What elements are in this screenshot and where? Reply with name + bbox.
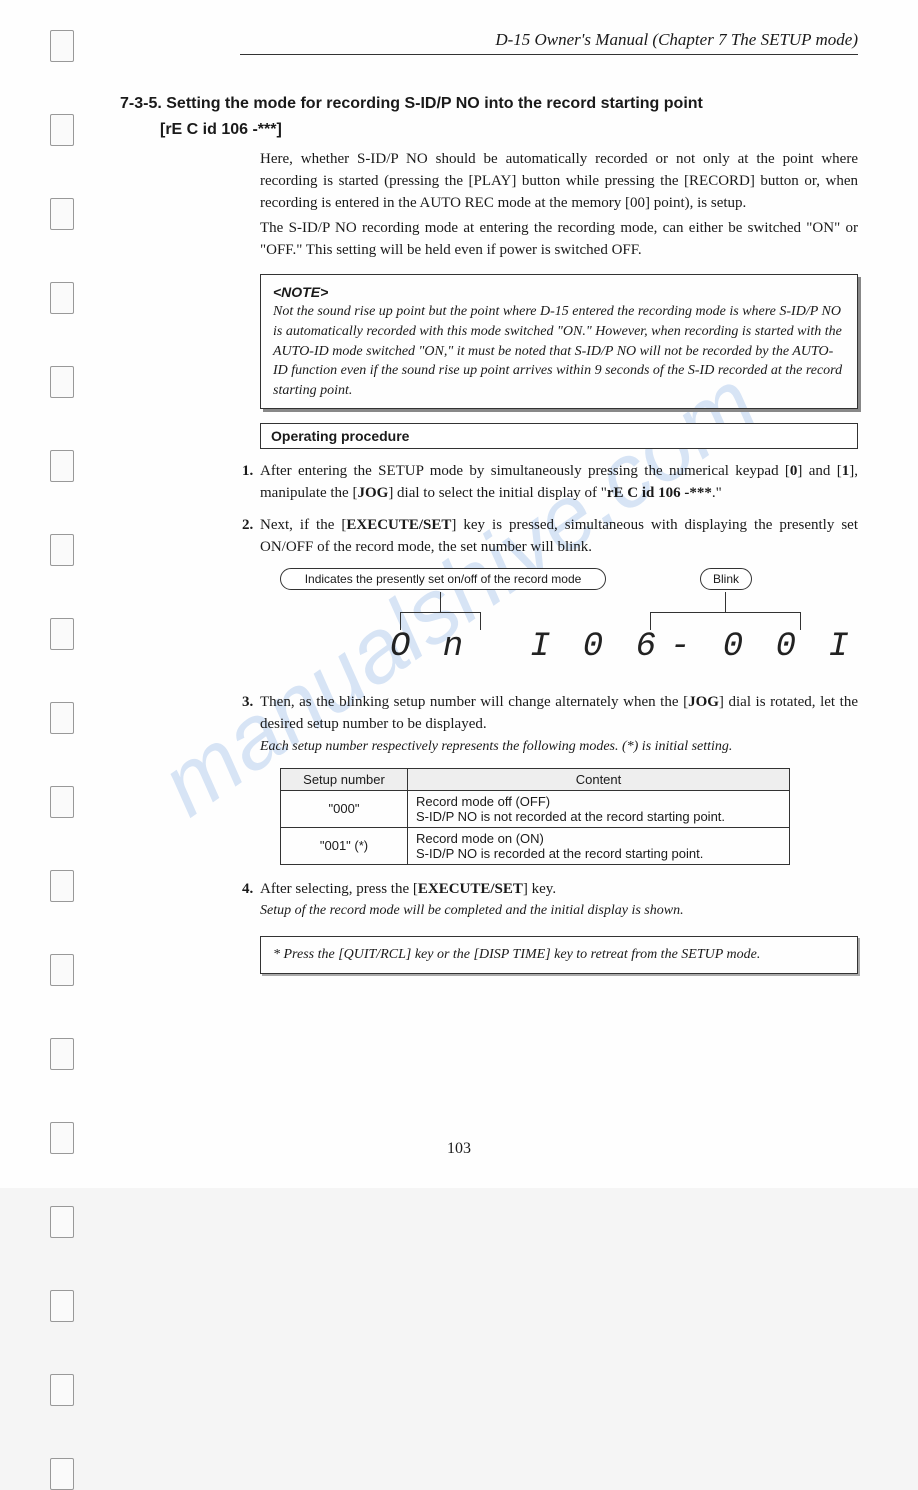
- manual-page: manualshive.com D-15 Owner's Manual (Cha…: [0, 0, 918, 1188]
- label-right: Blink: [700, 568, 752, 590]
- table-header-setup: Setup number: [281, 768, 408, 790]
- page-number: 103: [0, 1140, 918, 1158]
- table-row: "001" (*) Record mode on (ON)S-ID/P NO i…: [281, 827, 790, 864]
- intro-paragraph-2: The S-ID/P NO recording mode at entering…: [260, 218, 858, 262]
- note-box: <NOTE> Not the sound rise up point but t…: [260, 274, 858, 410]
- setup-table: Setup number Content "000" Record mode o…: [280, 768, 790, 865]
- section-title: 7-3-5. Setting the mode for recording S-…: [120, 95, 858, 113]
- step-2: 2.Next, if the [EXECUTE/SET] key is pres…: [260, 515, 858, 559]
- page-header: D-15 Owner's Manual (Chapter 7 The SETUP…: [240, 30, 858, 55]
- step-4: 4.After selecting, press the [EXECUTE/SE…: [260, 879, 858, 923]
- lcd-segment-2: I 0 6: [530, 628, 662, 666]
- section-code: [rE C id 106 -***]: [160, 121, 858, 139]
- step-3: 3.Then, as the blinking setup number wil…: [260, 692, 858, 757]
- step-1: 1.After entering the SETUP mode by simul…: [260, 461, 858, 505]
- lcd-segment-1: O n: [390, 628, 469, 666]
- quit-note-box: * Press the [QUIT/RCL] key or the [DISP …: [260, 936, 858, 974]
- table-row: "000" Record mode off (OFF)S-ID/P NO is …: [281, 790, 790, 827]
- lcd-segment-3: - 0 0 I: [670, 628, 855, 666]
- label-left: Indicates the presently set on/off of th…: [280, 568, 606, 590]
- intro-paragraph-1: Here, whether S-ID/P NO should be automa…: [260, 149, 858, 214]
- lcd-diagram: Indicates the presently set on/off of th…: [280, 568, 858, 678]
- table-header-content: Content: [408, 768, 790, 790]
- note-text: Not the sound rise up point but the poin…: [273, 302, 845, 400]
- procedure-header: Operating procedure: [260, 423, 858, 449]
- note-title: <NOTE>: [273, 283, 845, 303]
- binder-holes: [50, 30, 74, 1490]
